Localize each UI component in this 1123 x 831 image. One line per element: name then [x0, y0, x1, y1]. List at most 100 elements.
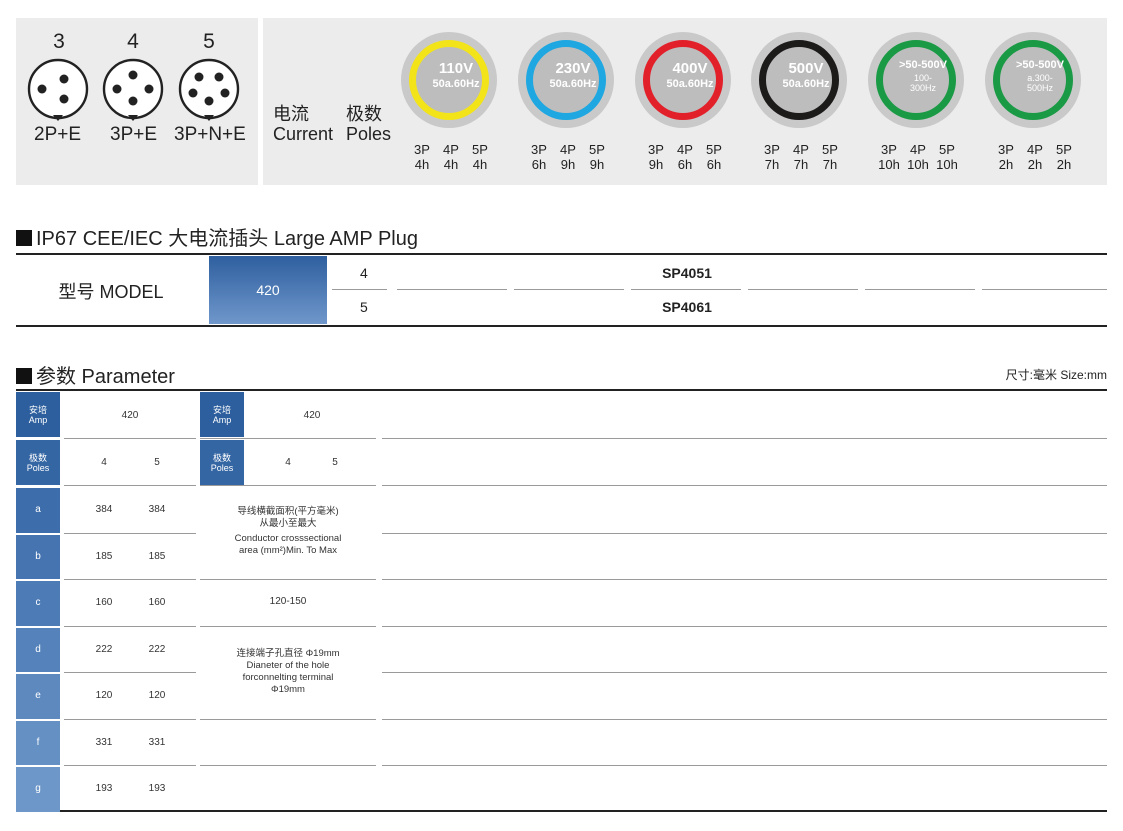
pole-type-label: 3P+N+E [174, 124, 246, 145]
row-divider [200, 438, 376, 439]
divider [16, 810, 1107, 812]
row-divider [631, 289, 741, 290]
frequency-label: 500Hz [1026, 83, 1053, 93]
amp-header-cell-right: 安培 Amp [200, 392, 244, 437]
pole-value: 4 [101, 457, 107, 468]
pole-value-right: 5 [332, 457, 338, 468]
pole-hours: 5P 4h [472, 142, 488, 172]
model-label: 型号 MODEL [58, 282, 164, 302]
plug-4-pin-icon [102, 58, 164, 121]
dimension-label-cell: a [16, 488, 60, 533]
dimension-value: 185 [95, 550, 113, 562]
model-pole-value: 5 [360, 299, 368, 315]
row-divider [200, 625, 376, 627]
row-divider [397, 289, 507, 290]
dimension-value: 331 [95, 736, 113, 748]
pole-hours: 5P 7h [822, 142, 838, 172]
pole-hours: 5P 10h [936, 142, 958, 172]
frequency-label: 50a.60Hz [666, 78, 714, 90]
size-note: 尺寸:毫米 Size:mm [1005, 368, 1107, 382]
pole-hours: 5P 2h [1056, 142, 1072, 172]
pole-count: 5 [203, 30, 215, 53]
amp-value: 420 [121, 410, 139, 421]
pole-hours: 4P 7h [793, 142, 809, 172]
row-divider [64, 532, 196, 534]
row-divider [200, 579, 376, 580]
section-title-parameter: 参数 Parameter [16, 360, 175, 389]
row-divider [64, 625, 196, 627]
voltage-label: >50-500V [898, 59, 947, 71]
current-label: 电流 Current [273, 104, 334, 144]
model-amp-cell: 420 [209, 256, 327, 324]
row-divider [200, 718, 376, 720]
dimension-value: 185 [148, 550, 166, 562]
row-divider [748, 289, 858, 290]
plug-3-pin-icon [27, 58, 89, 121]
pole-hours: 3P 6h [531, 142, 547, 172]
dimension-value: 193 [148, 783, 166, 794]
pole-hours: 3P 7h [764, 142, 780, 172]
amp-header-cell: 安培 Amp [16, 392, 60, 437]
frequency-label: 50a.60Hz [432, 78, 480, 90]
voltage-label: 500V [788, 60, 824, 77]
row-divider [64, 765, 196, 766]
row-divider [332, 289, 387, 290]
voltage-ring-icon: 230V 50a.60Hz [518, 32, 614, 128]
pole-count: 3 [53, 30, 65, 53]
pole-value: 5 [154, 457, 160, 468]
dimension-label-cell: e [16, 674, 60, 719]
pole-hours: 3P 2h [998, 142, 1014, 172]
voltage-ring-inner: 400V 50a.60Hz [643, 40, 723, 120]
row-divider [382, 485, 1107, 486]
row-divider [64, 438, 196, 439]
conductor-note: 导线横截面积(平方毫米) 从最小至最大 Conductor crosssecti… [234, 506, 342, 556]
row-divider [382, 579, 1107, 580]
row-divider [514, 289, 624, 290]
dimension-value: 331 [148, 736, 166, 748]
pole-hours: 3P 9h [648, 142, 664, 172]
dimension-value: 120 [148, 690, 166, 701]
poles-header-cell-right: 极数 Poles [200, 440, 244, 485]
pole-hours: 3P 4h [414, 142, 430, 172]
frequency-label: 50a.60Hz [549, 78, 597, 90]
dimension-value: 193 [95, 783, 113, 794]
row-divider [382, 438, 1107, 439]
voltage-ring-icon: 110V 50a.60Hz [401, 32, 497, 128]
voltage-label: 110V [438, 60, 474, 77]
pole-hours: 4P 2h [1027, 142, 1043, 172]
model-code: SP4061 [662, 299, 712, 315]
square-bullet-icon [16, 368, 32, 384]
voltage-ring-inner: 110V 50a.60Hz [409, 40, 489, 120]
dimension-value: 160 [148, 597, 166, 608]
pole-type-label: 2P+E [34, 124, 82, 145]
frequency-label: a.300- [1027, 73, 1053, 83]
pole-value-right: 4 [285, 457, 291, 468]
row-divider [382, 718, 1107, 720]
pole-hours: 5P 9h [589, 142, 605, 172]
model-pole-value: 4 [360, 265, 368, 281]
pole-hours: 5P 6h [706, 142, 722, 172]
divider [16, 253, 1107, 255]
frequency-label: 50a.60Hz [782, 78, 830, 90]
row-divider [865, 289, 975, 290]
divider [16, 389, 1107, 391]
dimension-value: 384 [95, 504, 113, 515]
row-divider [64, 579, 196, 580]
voltage-label: 400V [672, 60, 708, 77]
row-divider [200, 765, 376, 766]
dimension-value: 222 [148, 643, 166, 655]
frequency-label: 100- [913, 73, 932, 83]
amp-value-right: 420 [303, 410, 321, 421]
poles-label: 极数 Poles [346, 104, 392, 144]
poles-header-cell: 极数 Poles [16, 440, 60, 485]
voltage-label: 230V [555, 60, 591, 77]
dimension-value: 160 [95, 597, 113, 608]
pole-type-label: 3P+E [110, 124, 158, 145]
dimension-label-cell: b [16, 534, 60, 579]
voltage-ring-inner: >50-500V 100- 300Hz [876, 40, 956, 120]
dimension-value: 120 [95, 690, 113, 701]
voltage-label: >50-500V [1015, 59, 1064, 71]
pole-hours: 4P 10h [907, 142, 929, 172]
pole-hours: 3P 10h [878, 142, 900, 172]
row-divider [64, 485, 196, 486]
